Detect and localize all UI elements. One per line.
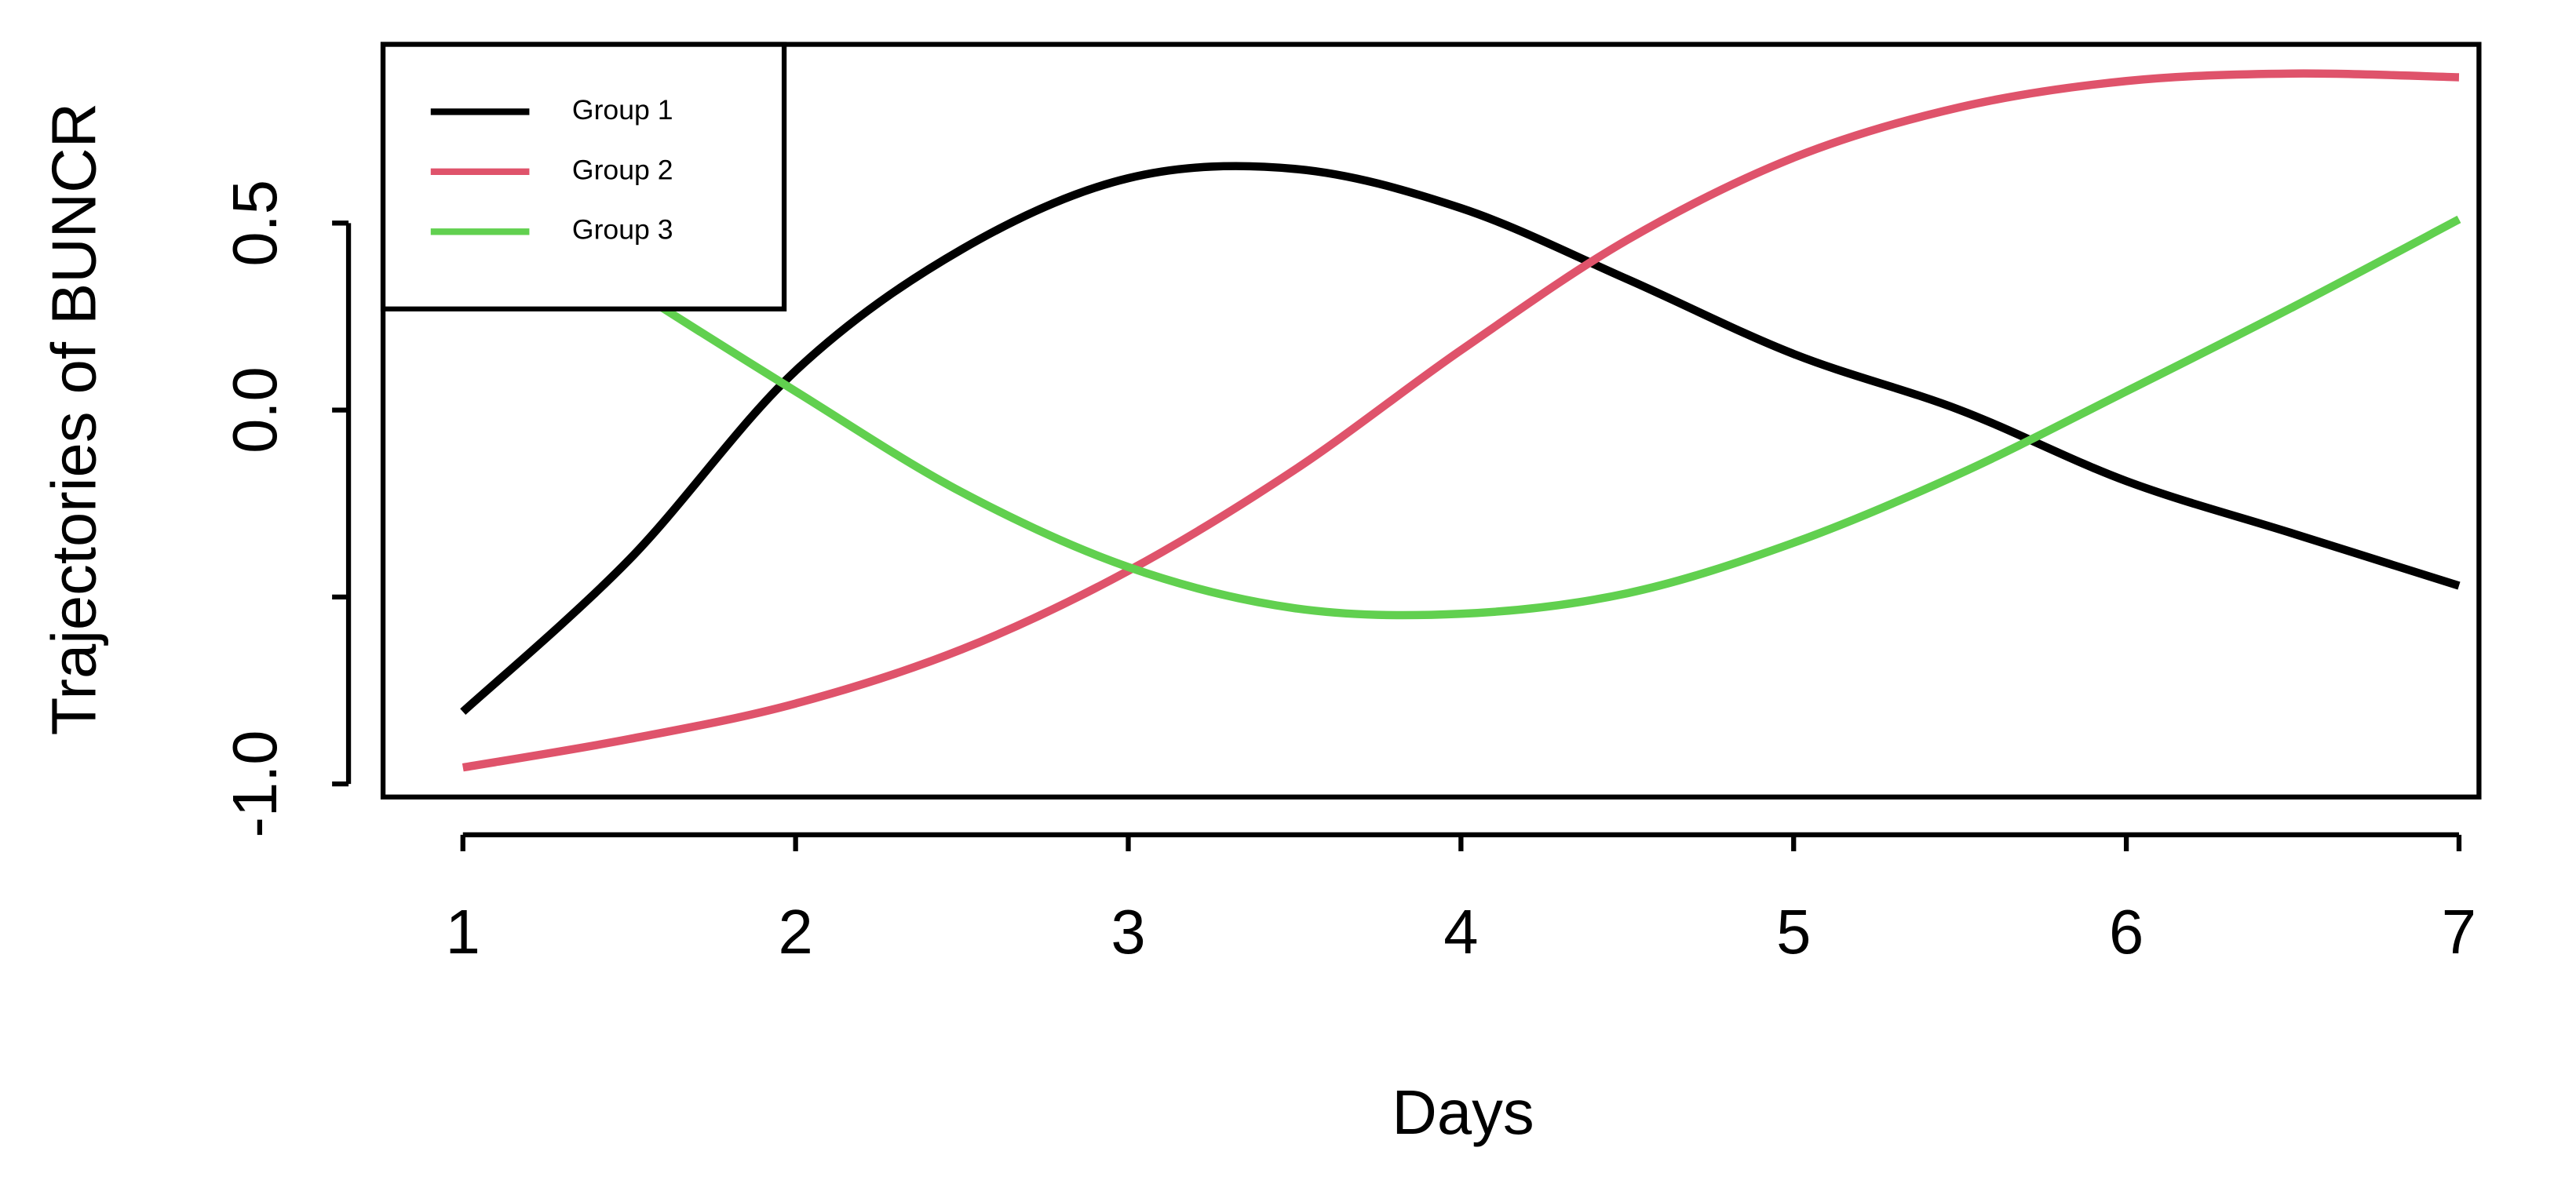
x-tick-label: 7 [2442,897,2476,967]
x-axis-label: Days [1392,1077,1534,1147]
legend-label: Group 3 [572,214,673,246]
x-tick-label: 4 [1443,897,1478,967]
x-tick-label: 3 [1111,897,1145,967]
legend-box [380,42,787,311]
series-line [460,174,2461,620]
y-tick-label: 0.0 [220,366,290,454]
y-tick-label: 0.5 [220,180,290,267]
series-line [460,162,2461,715]
series-line [462,69,2460,772]
x-tick-label: 6 [2109,897,2144,967]
legend-label: Group 2 [572,154,673,185]
y-tick-label: -1.0 [220,730,290,838]
x-tick-label: 2 [779,897,813,967]
plot-frame [380,42,2482,800]
x-tick-label: 1 [446,897,480,967]
legend-label: Group 1 [572,94,673,126]
y-axis-label: Trajectories of BUNCR [39,103,109,735]
x-tick-label: 5 [1776,897,1811,967]
